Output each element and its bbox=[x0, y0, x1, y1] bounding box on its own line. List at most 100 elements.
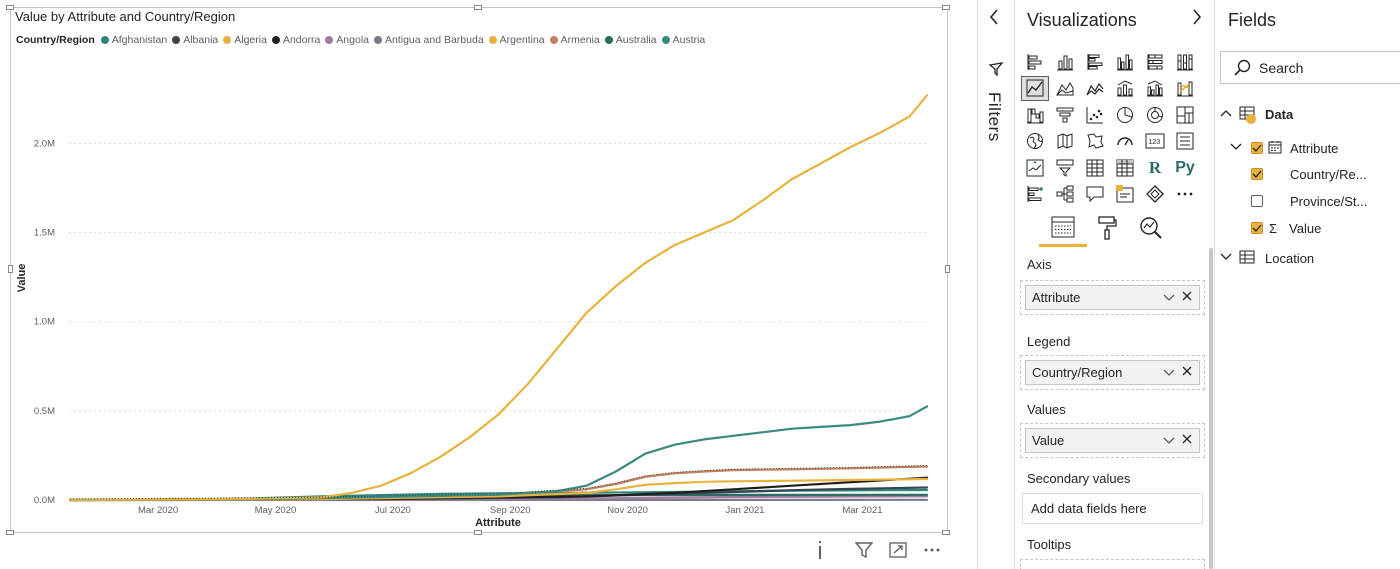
key-influencers-icon[interactable] bbox=[1021, 182, 1049, 207]
kpi-icon[interactable] bbox=[1021, 155, 1049, 180]
chevron-down-icon[interactable] bbox=[1219, 252, 1233, 265]
chevron-down-icon[interactable] bbox=[1229, 142, 1243, 155]
resize-handle-right[interactable] bbox=[945, 265, 950, 273]
legend-item[interactable]: Afghanistan bbox=[100, 34, 167, 46]
waterfall-chart-icon[interactable] bbox=[1021, 102, 1049, 127]
secondary-values-well[interactable]: Add data fields here bbox=[1020, 491, 1205, 526]
table-icon[interactable] bbox=[1081, 155, 1109, 180]
line-chart-icon[interactable] bbox=[1021, 75, 1049, 101]
field-province-state[interactable]: Province/St... bbox=[1215, 188, 1400, 214]
legend-item[interactable]: Australia bbox=[604, 34, 657, 46]
funnel-chart-icon[interactable] bbox=[1051, 102, 1079, 127]
format-paint-roller-icon[interactable] bbox=[1093, 214, 1121, 242]
map-icon[interactable] bbox=[1021, 129, 1049, 154]
field-checkbox[interactable] bbox=[1251, 142, 1263, 154]
line-and-clustered-column-icon[interactable] bbox=[1141, 76, 1169, 101]
multi-row-card-icon[interactable] bbox=[1171, 129, 1199, 154]
resize-handle-top[interactable] bbox=[474, 5, 482, 10]
pie-chart-icon[interactable] bbox=[1111, 102, 1139, 127]
field-checkbox[interactable] bbox=[1251, 168, 1263, 180]
slicer-icon[interactable] bbox=[1051, 155, 1079, 180]
legend-item[interactable]: Armenia bbox=[549, 34, 600, 46]
legend-item[interactable]: Angola bbox=[325, 34, 369, 46]
matrix-icon[interactable] bbox=[1111, 155, 1139, 180]
chevron-down-icon[interactable] bbox=[1163, 434, 1175, 449]
resize-handle-bottom[interactable] bbox=[474, 530, 482, 535]
resize-handle-bottom-right[interactable] bbox=[942, 530, 950, 535]
field-country-region[interactable]: Country/Re... bbox=[1215, 161, 1400, 187]
gauge-icon[interactable] bbox=[1111, 129, 1139, 154]
resize-handle-top-left[interactable] bbox=[6, 5, 14, 10]
100-percent-column-chart-icon[interactable] bbox=[1171, 49, 1199, 74]
field-checkbox[interactable] bbox=[1251, 222, 1263, 234]
chevron-up-icon[interactable] bbox=[1219, 108, 1233, 121]
clustered-bar-chart-icon[interactable] bbox=[1081, 49, 1109, 74]
decomposition-tree-icon[interactable] bbox=[1051, 182, 1079, 207]
remove-field-icon[interactable] bbox=[1181, 365, 1193, 380]
x-tick-label: Sep 2020 bbox=[490, 505, 531, 516]
line-chart-visual[interactable]: Value by Attribute and Country/Region Co… bbox=[10, 7, 948, 533]
field-attribute[interactable]: Attribute bbox=[1215, 135, 1400, 161]
filter-funnel-icon[interactable] bbox=[988, 62, 1004, 81]
values-well[interactable]: Value bbox=[1020, 423, 1205, 458]
legend-item[interactable]: Austria bbox=[661, 34, 705, 46]
visualizations-scrollbar[interactable] bbox=[1209, 248, 1213, 569]
filled-map-icon[interactable] bbox=[1051, 129, 1079, 154]
card-icon[interactable]: 123 bbox=[1141, 129, 1169, 154]
legend-item[interactable]: Andorra bbox=[271, 34, 320, 46]
smart-narrative-icon[interactable] bbox=[1111, 182, 1139, 207]
table-data[interactable]: Data bbox=[1215, 101, 1400, 127]
values-field-pill[interactable]: Value bbox=[1025, 428, 1200, 453]
100-percent-bar-chart-icon[interactable] bbox=[1141, 49, 1169, 74]
chevron-down-icon[interactable] bbox=[1163, 366, 1175, 381]
analytics-magnifier-icon[interactable] bbox=[1137, 214, 1165, 242]
chevron-right-icon[interactable] bbox=[1191, 8, 1203, 31]
series-line bbox=[68, 477, 929, 502]
axis-field-pill[interactable]: Attribute bbox=[1025, 285, 1200, 310]
field-checkbox[interactable] bbox=[1251, 195, 1263, 207]
shape-map-icon[interactable] bbox=[1081, 129, 1109, 154]
legend-field-pill[interactable]: Country/Region bbox=[1025, 360, 1200, 385]
add-data-fields-drop-zone[interactable]: Add data fields here bbox=[1022, 493, 1203, 524]
clustered-column-chart-icon[interactable] bbox=[1111, 49, 1139, 74]
resize-handle-top-right[interactable] bbox=[942, 5, 950, 10]
area-chart-icon[interactable] bbox=[1051, 76, 1079, 101]
focus-mode-icon[interactable] bbox=[888, 540, 908, 560]
filter-icon[interactable] bbox=[854, 540, 874, 560]
fields-tab-icon[interactable] bbox=[1049, 214, 1077, 242]
series-line-detail bbox=[69, 465, 928, 500]
stacked-bar-chart-icon[interactable] bbox=[1021, 49, 1049, 74]
more-visuals-icon[interactable] bbox=[1171, 182, 1199, 207]
legend-item[interactable]: Albania bbox=[172, 34, 218, 46]
info-icon[interactable] bbox=[810, 540, 830, 560]
legend-well[interactable]: Country/Region bbox=[1020, 355, 1205, 390]
line-and-stacked-column-icon[interactable] bbox=[1111, 76, 1139, 101]
field-value[interactable]: Σ Value bbox=[1215, 215, 1400, 241]
stacked-column-chart-icon[interactable] bbox=[1051, 49, 1079, 74]
table-location[interactable]: Location bbox=[1215, 245, 1400, 271]
resize-handle-bottom-left[interactable] bbox=[6, 530, 14, 535]
tooltips-well[interactable] bbox=[1020, 559, 1205, 569]
axis-well[interactable]: Attribute bbox=[1020, 280, 1205, 315]
more-options-icon[interactable] bbox=[922, 540, 942, 560]
ribbon-chart-icon[interactable] bbox=[1171, 76, 1199, 101]
chevron-down-icon[interactable] bbox=[1163, 291, 1175, 306]
qna-icon[interactable] bbox=[1081, 182, 1109, 207]
legend-item[interactable]: Argentina bbox=[488, 34, 545, 46]
legend-item[interactable]: Algeria bbox=[223, 34, 267, 46]
python-visual-icon[interactable]: Py bbox=[1171, 155, 1199, 180]
x-tick-label: Mar 2020 bbox=[138, 505, 178, 516]
remove-field-icon[interactable] bbox=[1181, 290, 1193, 305]
fields-search-input[interactable]: Search bbox=[1220, 51, 1400, 84]
scatter-chart-icon[interactable] bbox=[1081, 102, 1109, 127]
donut-chart-icon[interactable] bbox=[1141, 102, 1169, 127]
chevron-left-icon[interactable] bbox=[988, 8, 1000, 31]
resize-handle-left[interactable] bbox=[8, 265, 13, 273]
paginated-report-icon[interactable] bbox=[1141, 182, 1169, 207]
stacked-area-chart-icon[interactable] bbox=[1081, 76, 1109, 101]
r-script-visual-icon[interactable]: R bbox=[1141, 155, 1169, 180]
remove-field-icon[interactable] bbox=[1181, 433, 1193, 448]
treemap-icon[interactable] bbox=[1171, 102, 1199, 127]
legend-item[interactable]: Antigua and Barbuda bbox=[374, 34, 484, 46]
filters-label[interactable]: Filters bbox=[985, 92, 1004, 142]
